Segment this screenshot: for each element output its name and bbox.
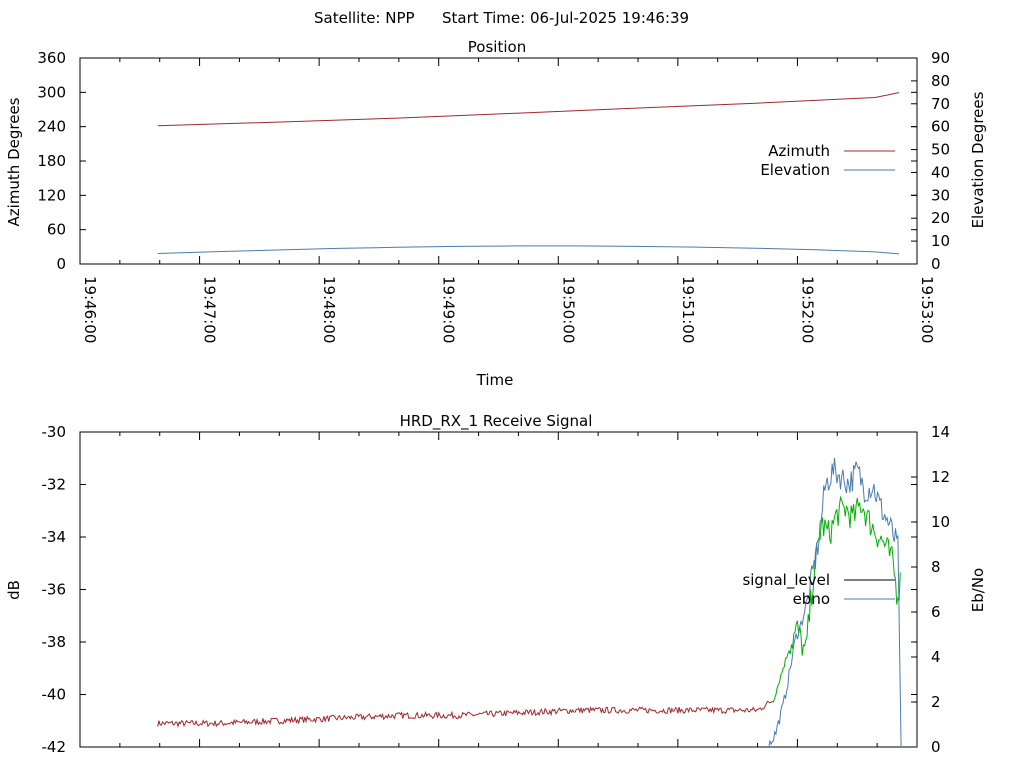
position-y2tick-label: 50 bbox=[931, 141, 950, 159]
signal-ytick-label: -40 bbox=[42, 686, 67, 704]
position-xtick-label: 19:48:00 bbox=[320, 276, 338, 343]
position-series-azimuth-line bbox=[157, 92, 900, 127]
signal-ytick-label: -34 bbox=[42, 528, 67, 546]
position-y2tick-label: 90 bbox=[931, 49, 950, 67]
position-ytick-label: 180 bbox=[37, 152, 66, 170]
signal-y2tick-label: 14 bbox=[931, 423, 950, 441]
signal-level-line bbox=[771, 495, 901, 703]
signal-y2tick-label: 0 bbox=[931, 738, 941, 756]
position-y2tick-label: 10 bbox=[931, 232, 950, 250]
start-time-label: Start Time: 06-Jul-2025 19:46:39 bbox=[442, 9, 689, 27]
position-y2tick-label: 30 bbox=[931, 186, 950, 204]
signal-series bbox=[157, 457, 902, 747]
position-xtick-label: 19:47:00 bbox=[201, 276, 219, 343]
position-xtick-label: 19:51:00 bbox=[679, 276, 697, 343]
ebno-line bbox=[768, 457, 902, 747]
position-xtick-label: 19:46:00 bbox=[81, 276, 99, 343]
position-x-axis-label: Time bbox=[476, 371, 514, 389]
signal-y2tick-label: 2 bbox=[931, 693, 941, 711]
legend-label-azimuth: Azimuth bbox=[768, 142, 830, 160]
legend-label-signal-level: signal_level bbox=[742, 571, 830, 590]
legend-label-ebno: ebno bbox=[793, 590, 830, 608]
position-ytick-label: 60 bbox=[47, 221, 66, 239]
position-y2tick-label: 40 bbox=[931, 163, 950, 181]
signal-ytick-label: -38 bbox=[42, 633, 67, 651]
signal-axes: -42 -40 -38 -36 -34 -32 -30 0 2 4 6 8 10 12 14 bbox=[42, 423, 951, 756]
position-y-axis-label: Azimuth Degrees bbox=[5, 97, 23, 226]
satellite-label: Satellite: NPP bbox=[314, 9, 415, 27]
signal-y2tick-label: 10 bbox=[931, 513, 950, 531]
position-ytick-label: 360 bbox=[37, 49, 66, 67]
position-xtick-label: 19:52:00 bbox=[798, 276, 816, 343]
position-chart-title: Position bbox=[468, 38, 526, 56]
signal-chart-title: HRD_RX_1 Receive Signal bbox=[400, 412, 593, 431]
position-ytick-label: 0 bbox=[56, 255, 66, 273]
signal-y2tick-label: 4 bbox=[931, 648, 941, 666]
position-chart: Position Azimuth Degrees Elevation Degre… bbox=[5, 38, 987, 389]
position-y2tick-label: 20 bbox=[931, 209, 950, 227]
position-y2tick-label: 70 bbox=[931, 95, 950, 113]
position-axes: 0 60 120 180 240 300 360 0 10 20 30 40 50 60 70 80 90 19:… bbox=[37, 49, 950, 343]
position-ytick-label: 120 bbox=[37, 186, 66, 204]
position-y2tick-label: 0 bbox=[931, 255, 941, 273]
signal-ytick-label: -36 bbox=[42, 581, 67, 599]
signal-y-axis-label: dB bbox=[5, 580, 23, 600]
position-ytick-label: 300 bbox=[37, 83, 66, 101]
position-ytick-label: 240 bbox=[37, 118, 66, 136]
receive-signal-chart: HRD_RX_1 Receive Signal dB Eb/No -42-40-… bbox=[5, 412, 987, 756]
position-series-elevation-line bbox=[157, 245, 900, 255]
signal-ytick-label: -32 bbox=[42, 476, 67, 494]
position-xtick-label: 19:53:00 bbox=[918, 276, 936, 343]
position-series bbox=[157, 92, 900, 255]
signal-level-line-low bbox=[157, 700, 773, 729]
signal-y2tick-label: 6 bbox=[931, 603, 941, 621]
signal-y2tick-label: 12 bbox=[931, 468, 950, 486]
signal-ytick-label: -30 bbox=[42, 423, 67, 441]
signal-plot-frame bbox=[79, 431, 918, 748]
signal-y2tick-label: 8 bbox=[931, 558, 941, 576]
position-xtick-label: 19:49:00 bbox=[440, 276, 458, 343]
legend-label-elevation: Elevation bbox=[760, 161, 830, 179]
position-y2tick-label: 80 bbox=[931, 72, 950, 90]
signal-ytick-label: -42 bbox=[42, 738, 67, 756]
position-y2tick-label: 60 bbox=[931, 118, 950, 136]
position-xtick-label: 19:50:00 bbox=[559, 276, 577, 343]
position-y2-axis-label: Elevation Degrees bbox=[969, 91, 987, 228]
signal-y2-axis-label: Eb/No bbox=[969, 568, 987, 612]
